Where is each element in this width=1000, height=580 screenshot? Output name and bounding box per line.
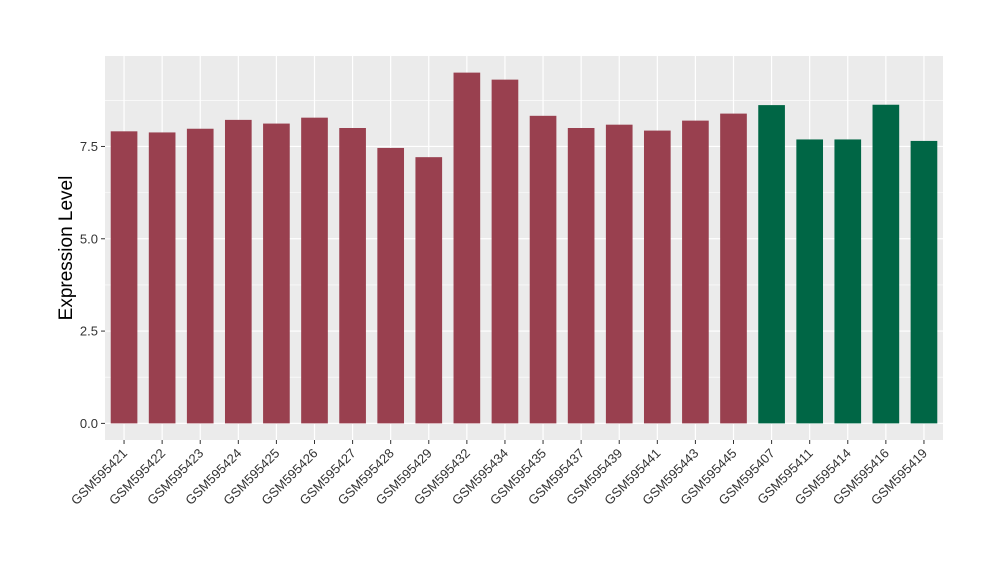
bar bbox=[339, 128, 366, 424]
bar bbox=[910, 140, 938, 424]
bar bbox=[263, 123, 290, 424]
y-tick-label: 5.0 bbox=[80, 231, 98, 246]
bar bbox=[148, 132, 176, 424]
bar bbox=[605, 124, 633, 424]
bar bbox=[872, 104, 900, 424]
y-tick-label: 2.5 bbox=[80, 324, 98, 339]
bar bbox=[643, 130, 671, 424]
bar bbox=[377, 147, 405, 424]
bar bbox=[682, 120, 709, 424]
y-tick-label: 7.5 bbox=[80, 139, 98, 154]
bars bbox=[110, 72, 938, 424]
bar bbox=[224, 119, 252, 424]
bar bbox=[110, 131, 138, 424]
bar bbox=[301, 117, 328, 424]
bar bbox=[758, 105, 785, 424]
y-axis-title: Expression Level bbox=[56, 176, 77, 321]
x-axis: GSM595421GSM595422GSM595423GSM595424GSM5… bbox=[68, 440, 930, 508]
y-tick-label: 0.0 bbox=[80, 416, 98, 431]
bar bbox=[186, 128, 214, 424]
bar bbox=[796, 139, 824, 424]
bar bbox=[415, 157, 443, 424]
bar bbox=[567, 128, 595, 424]
bar bbox=[491, 79, 519, 424]
bar bbox=[834, 139, 862, 424]
bar bbox=[529, 115, 557, 424]
bar bbox=[453, 72, 481, 424]
bar bbox=[720, 113, 747, 424]
y-axis: 0.0 2.5 5.0 7.5 bbox=[80, 139, 105, 431]
